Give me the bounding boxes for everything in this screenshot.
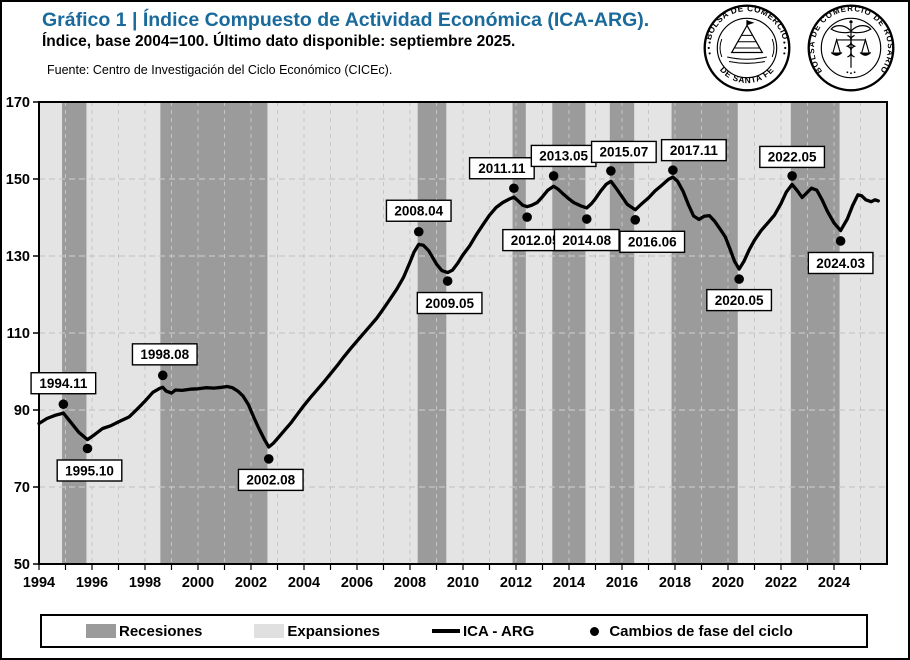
phase-date-box	[468, 157, 535, 180]
x-axis-label: 2000	[182, 575, 214, 591]
legend-item-dot: Cambios de fase del ciclo	[586, 622, 793, 640]
x-axis-label: 2022	[765, 575, 797, 591]
legend-label: ICA - ARG	[462, 622, 535, 640]
phase-date-label: 2016.06	[628, 235, 677, 250]
legend-item-expansion: Expansiones	[254, 623, 380, 640]
page-title: Gráfico 1 | Índice Compuesto de Activida…	[42, 9, 650, 31]
x-axis-label: 2012	[500, 575, 532, 591]
phase-change-dot	[630, 215, 641, 225]
y-axis-label: 110	[7, 326, 30, 342]
phase-change-dot	[82, 443, 93, 454]
phase-date-label: 2011.11	[478, 161, 526, 176]
line-swatch-icon	[431, 629, 460, 633]
phase-date-box	[619, 230, 686, 254]
chart-legend: Recesiones Expansiones ICA - ARG Cambios de…	[40, 614, 868, 648]
x-axis-label: 1994	[23, 575, 55, 591]
dot-swatch-icon	[590, 626, 600, 636]
bolsa-santa-fe-seal-icon: BOLSA DE COMERCIO DE SANTA FE	[703, 3, 791, 92]
y-axis-label: 130	[6, 249, 30, 265]
x-axis-label: 2016	[606, 575, 638, 591]
phase-date-label: 2012.05	[511, 233, 560, 248]
x-axis-label: 2008	[394, 575, 426, 591]
phase-date-box	[590, 140, 657, 164]
phase-date-box	[131, 343, 198, 366]
phase-date-box	[553, 228, 620, 252]
x-axis-label: 2006	[341, 575, 373, 591]
x-axis-label: 2014	[553, 575, 585, 591]
legend-item-line: ICA - ARG	[431, 622, 535, 640]
y-axis-label: 70	[14, 480, 30, 496]
phase-date-box	[759, 145, 826, 169]
x-axis-label: 2018	[659, 575, 691, 591]
x-axis-label: 1996	[76, 575, 108, 591]
phase-date-label: 2008.04	[394, 204, 443, 219]
phase-date-label: 2014.08	[562, 233, 611, 248]
logos: BOLSA DE COMERCIO DE SANTA FE	[702, 3, 896, 93]
tent-emblem-icon	[719, 20, 775, 64]
legend-item-recession: Recesiones	[86, 623, 202, 640]
caduceus-scales-icon	[830, 20, 872, 75]
seal-side-dots	[707, 41, 787, 55]
phase-date-label: 1998.08	[140, 347, 189, 362]
phase-date-box	[385, 199, 452, 222]
y-axis-label: 170	[6, 95, 30, 111]
phase-change-dot	[522, 212, 532, 222]
phase-date-label: 2013.05	[539, 149, 588, 164]
phase-change-dot	[157, 370, 168, 381]
phase-change-dot	[509, 183, 519, 194]
phase-change-dot	[442, 276, 453, 286]
plot-border	[38, 101, 888, 565]
phase-date-box	[706, 288, 773, 312]
legend-label: Recesiones	[119, 622, 203, 640]
phase-date-label: 2002.08	[246, 473, 295, 488]
y-axis-label: 90	[14, 403, 30, 419]
phase-date-label: 2024.03	[816, 256, 865, 271]
phase-change-dot	[58, 399, 69, 410]
report-header: Gráfico 1 | Índice Compuesto de Activida…	[2, 2, 908, 94]
legend-label: Cambios de fase del ciclo	[609, 622, 793, 640]
expansion-swatch-icon	[254, 624, 285, 638]
ica-arg-line	[37, 175, 880, 449]
phase-date-label: 1994.11	[39, 376, 88, 391]
phase-change-dot	[668, 165, 678, 175]
phase-date-box	[237, 468, 304, 492]
phase-date-box	[30, 372, 97, 395]
phase-change-dot	[413, 226, 424, 237]
x-axis-label: 2004	[288, 575, 320, 591]
phase-date-box	[807, 251, 874, 275]
x-axis-label: 2024	[818, 575, 850, 591]
bolsa-rosario-seal-icon: BOLSA DE COMERCIO DE ROSARIO	[807, 4, 895, 92]
phase-date-label: 2017.11	[670, 143, 719, 158]
y-axis-label: 50	[14, 557, 30, 573]
phase-change-dot	[263, 454, 274, 464]
phase-change-dot	[835, 236, 846, 246]
phase-change-dot	[581, 214, 592, 224]
x-axis-label: 2002	[235, 575, 267, 591]
phase-date-box	[56, 459, 123, 482]
recession-swatch-icon	[86, 624, 116, 638]
phase-date-box	[660, 138, 727, 162]
phase-date-label: 2020.05	[715, 293, 764, 308]
phase-change-dot	[787, 171, 797, 181]
phase-date-box	[416, 291, 483, 315]
x-axis-label: 1998	[129, 575, 161, 591]
phase-change-dot	[548, 171, 559, 181]
phase-date-label: 1995.10	[65, 463, 114, 478]
phase-date-label: 2022.05	[768, 150, 817, 165]
page-subtitle: Índice, base 2004=100. Último dato dispo…	[42, 33, 516, 51]
phase-date-label: 2009.05	[425, 296, 474, 311]
source-note: Fuente: Centro de Investigación del Cicl…	[47, 63, 393, 78]
phase-date-label: 2015.07	[599, 145, 648, 160]
phase-change-dot	[734, 274, 744, 284]
legend-label: Expansiones	[287, 622, 380, 640]
y-axis-label: 150	[6, 172, 30, 188]
x-axis-label: 2010	[447, 575, 479, 591]
phase-change-dot	[606, 166, 616, 176]
ica-arg-chart: 50 70 90 110 130 150 170 1994 1996 1998 2000 2002 20…	[6, 95, 888, 591]
x-axis-label: 2020	[712, 575, 744, 591]
